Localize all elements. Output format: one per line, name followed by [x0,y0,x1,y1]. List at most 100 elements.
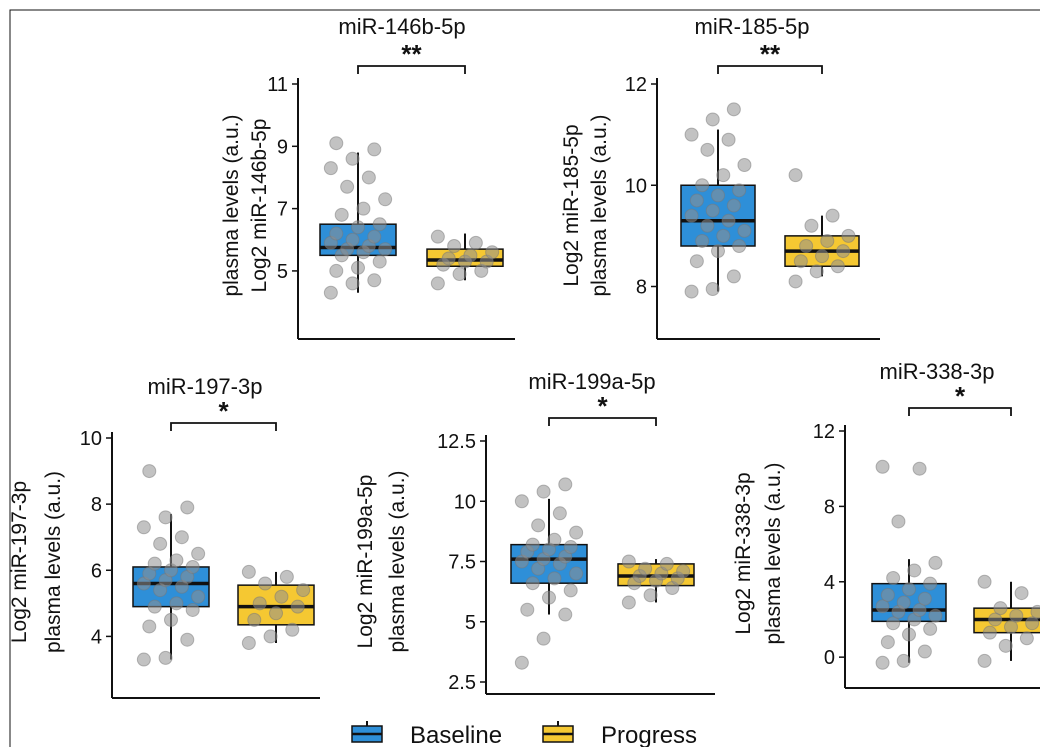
significance-bracket [170,422,277,431]
data-point [912,603,927,618]
data-point [569,566,584,581]
data-point [804,218,819,233]
data-point [468,235,483,250]
data-point [726,269,741,284]
data-point [732,239,747,253]
y-tick-label: 5 [277,261,288,283]
legend-label: Baseline [410,722,502,747]
data-point [1025,616,1040,631]
series-baseline [132,464,210,667]
panel-2: miR-185-5p Log2 miR-185-5p plasma levels (… [560,14,880,340]
data-point [329,263,344,278]
data-point [684,284,699,299]
data-point [993,601,1008,616]
data-point [689,254,704,269]
legend-item-baseline: Baseline [351,721,502,747]
data-point [547,571,562,586]
data-point [982,625,997,640]
y-axis-label: plasma levels (a.u.) [42,471,65,653]
data-point [485,245,500,260]
data-point [252,596,267,611]
panel-title: miR-185-5p [695,14,810,39]
data-point [799,239,814,253]
series-progress [237,564,315,651]
legend-item-progress: Progress [542,721,697,747]
data-point [185,559,200,574]
data-point [988,612,1003,627]
data-point [836,244,851,259]
data-point [378,192,393,207]
data-point [684,127,699,142]
y-axis-label: Log2 miR-197-3p [8,481,31,643]
data-point [700,142,715,157]
y-tick-label: 10 [80,428,102,450]
data-point [258,576,273,591]
data-point [569,525,584,540]
data-point [1030,604,1040,619]
data-point [531,518,546,533]
data-point [825,208,840,223]
series-baseline [510,477,588,670]
data-point [732,183,747,198]
y-axis-label: plasma levels (a.u.) [220,114,243,296]
data-point [1019,631,1034,646]
data-point [345,232,360,247]
data-point [1004,620,1018,634]
data-point [695,178,710,193]
panel-title: miR-146b-5p [338,14,465,39]
y-tick-label: 7 [277,199,288,221]
series-progress [617,554,695,610]
data-point [323,161,338,176]
data-point [356,201,371,216]
data-point [180,500,195,515]
y-axis-label: plasma levels (a.u.) [762,462,785,644]
data-point [1014,586,1029,601]
data-point [907,563,922,578]
data-point [689,193,704,208]
y-tick-label: 4 [91,626,102,648]
data-point [169,553,184,568]
data-point [430,276,445,291]
data-point [525,576,540,591]
data-point [659,556,674,571]
data-point [536,631,551,646]
data-point [711,244,725,259]
data-point [241,636,256,651]
y-axis-label: Log2 miR-199a-5p [354,475,377,649]
data-point [923,576,938,591]
data-point [191,589,206,604]
data-point [705,112,720,127]
panel-4: miR-199a-5p Log2 miR-199a-5p plasma levels… [354,369,715,695]
data-point [716,168,731,183]
series-progress [426,229,504,291]
data-point [902,627,916,642]
significance-stars: * [597,391,608,421]
y-tick-label: 5 [465,612,476,634]
y-axis-label: plasma levels (a.u.) [386,470,409,652]
data-point [977,653,992,668]
data-point [788,274,803,289]
data-point [367,142,382,157]
y-tick-label: 4 [824,572,835,594]
significance-bracket [357,65,466,74]
y-tick-label: 6 [91,560,102,582]
data-point [180,632,195,647]
data-point [558,477,573,492]
data-point [463,248,478,263]
y-tick-label: 12 [813,421,835,443]
data-point [977,574,992,589]
data-point [367,273,382,288]
data-point [902,582,916,597]
data-point [542,590,556,605]
data-point [351,220,365,235]
data-point [191,546,206,561]
data-point [886,616,901,631]
data-point [1009,608,1024,623]
data-point [737,223,752,238]
data-point [896,653,911,668]
data-point [923,621,938,636]
y-tick-label: 0 [824,647,835,669]
data-point [875,655,890,670]
